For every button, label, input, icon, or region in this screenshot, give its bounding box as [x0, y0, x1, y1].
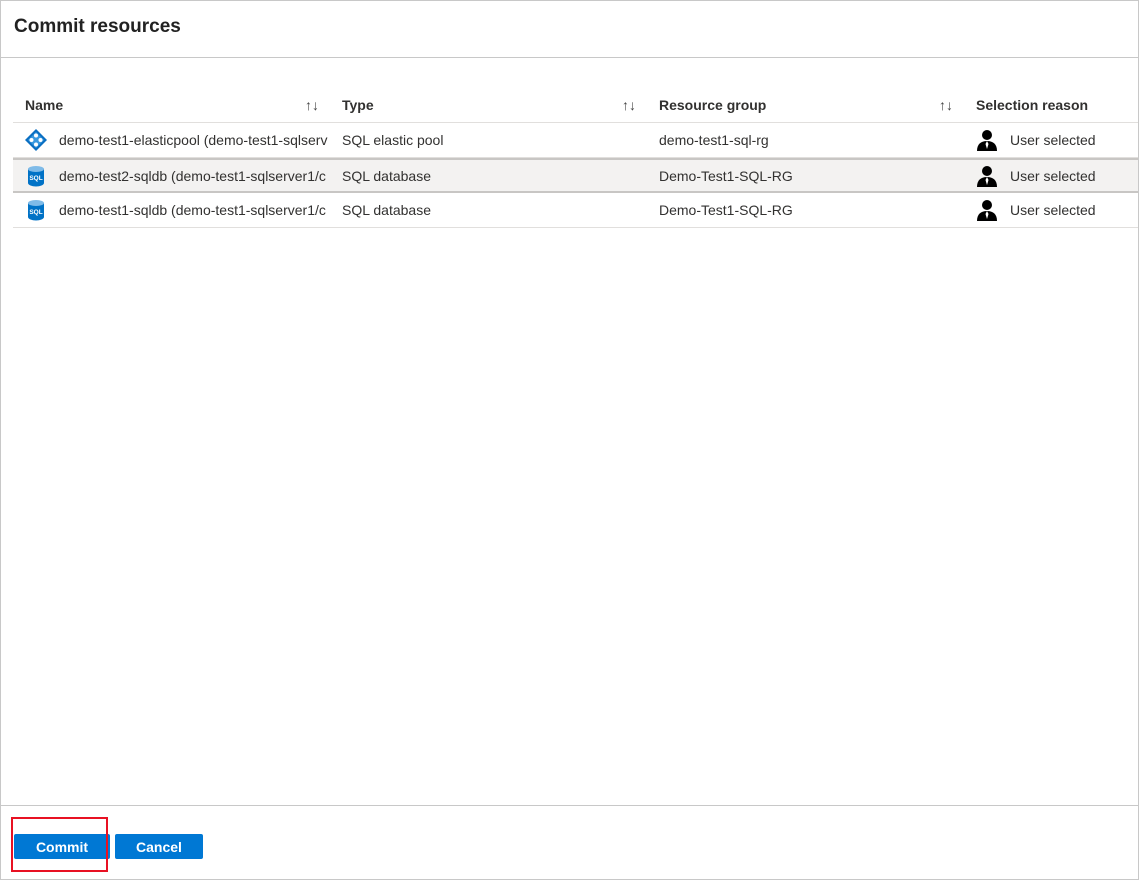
cancel-button[interactable]: Cancel [115, 834, 203, 859]
user-icon [976, 199, 1010, 221]
cell-selection-reason: User selected [963, 165, 1138, 187]
highlight-box [11, 817, 108, 872]
cell-name: SQL demo-test1-sqldb (demo-test1-sqlserve… [13, 199, 329, 221]
cell-resource-group: demo-test1-sql-rg [659, 132, 769, 148]
sort-icon[interactable]: ↑↓ [939, 97, 953, 113]
svg-text:SQL: SQL [29, 175, 42, 182]
sort-icon[interactable]: ↑↓ [305, 97, 319, 113]
cell-name: SQL demo-test2-sqldb (demo-test1-sqlserve… [13, 165, 329, 187]
column-header-resource-group[interactable]: Resource group ↑↓ [646, 97, 963, 113]
column-label: Type [342, 97, 374, 113]
selection-reason: User selected [1010, 167, 1096, 184]
cell-resource-group: Demo-Test1-SQL-RG [659, 202, 793, 218]
cell-name: demo-test1-elasticpool (demo-test1-sqlse… [13, 129, 329, 151]
column-header-type[interactable]: Type ↑↓ [329, 97, 646, 113]
cell-type: SQL elastic pool [342, 132, 444, 148]
column-label: Resource group [659, 97, 767, 113]
resources-table: Name ↑↓ Type ↑↓ Resource group ↑↓ Selection… [13, 88, 1138, 228]
selection-reason: User selected [1010, 132, 1096, 148]
footer-divider [0, 805, 1139, 806]
divider [0, 57, 1139, 58]
resource-name: demo-test1-elasticpool (demo-test1-sqlse… [59, 132, 328, 148]
cell-selection-reason: User selected [963, 199, 1138, 221]
column-label: Selection reason [976, 97, 1089, 113]
elastic-pool-icon [25, 129, 59, 151]
cell-selection-reason: User selected [963, 129, 1138, 151]
resource-name: demo-test1-sqldb (demo-test1-sqlserver1/… [59, 202, 326, 218]
column-header-selection-reason: Selection reason [963, 97, 1138, 113]
svg-text:SQL: SQL [29, 209, 42, 216]
column-label: Name [25, 97, 64, 113]
user-icon [976, 129, 1010, 151]
resource-name: demo-test2-sqldb (demo-test1-sqlserver1/… [59, 167, 326, 184]
table-header: Name ↑↓ Type ↑↓ Resource group ↑↓ Selection… [13, 88, 1138, 123]
dialog-title: Commit resources [14, 16, 181, 37]
column-header-name[interactable]: Name ↑↓ [13, 97, 329, 113]
cell-type: SQL database [342, 202, 431, 218]
cell-type: SQL database [342, 167, 431, 184]
sql-database-icon: SQL [25, 165, 59, 187]
sort-icon[interactable]: ↑↓ [622, 97, 636, 113]
table-row[interactable]: SQL demo-test2-sqldb (demo-test1-sqlserve… [13, 158, 1138, 193]
sql-database-icon: SQL [25, 199, 59, 221]
commit-button[interactable]: Commit [14, 834, 110, 859]
cell-resource-group: Demo-Test1-SQL-RG [659, 167, 793, 184]
table-row[interactable]: demo-test1-elasticpool (demo-test1-sqlse… [13, 123, 1138, 158]
table-row[interactable]: SQL demo-test1-sqldb (demo-test1-sqlserve… [13, 193, 1138, 228]
selection-reason: User selected [1010, 202, 1096, 218]
user-icon [976, 165, 1010, 187]
